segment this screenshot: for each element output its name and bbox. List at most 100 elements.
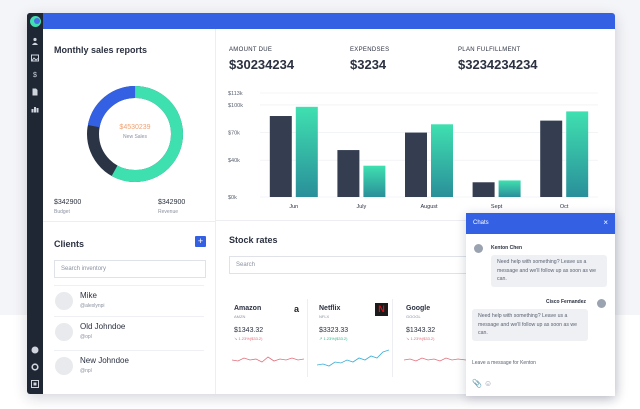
stock-card-google[interactable]: Google GOOGL $1343.32 ↘ 1.23%($33.2) (400, 299, 470, 377)
chart-icon[interactable] (30, 105, 40, 115)
emoji-icon[interactable]: ☺ (484, 379, 493, 388)
stock-ticker: NFLX (319, 314, 330, 319)
client-row[interactable]: Mike @alexlynpi (54, 285, 204, 315)
y-tick-label: $0k (228, 195, 237, 201)
add-client-button[interactable]: + (195, 236, 206, 247)
avatar (597, 299, 606, 308)
bar-july-series-2[interactable] (363, 165, 386, 197)
kpi-label: EXPENDSES (350, 47, 390, 53)
dollar-icon[interactable]: $ (33, 72, 37, 79)
x-tick-label: Jun (289, 204, 298, 210)
chat-header: Chats × (466, 213, 615, 234)
chat-title: Chats (473, 220, 489, 226)
x-tick-label: Oct (560, 204, 569, 210)
x-tick-label: July (357, 204, 367, 210)
avatar (474, 244, 483, 253)
bar-oct-series-1[interactable] (540, 120, 563, 197)
kpi-value: $30234234 (229, 57, 295, 72)
stock-name: Google (406, 305, 431, 312)
client-name: New Johndoe (80, 356, 129, 365)
kpi-value: $3234 (350, 57, 387, 72)
stock-rates-title: Stock rates (229, 235, 278, 245)
bar-august-series-1[interactable] (405, 132, 427, 197)
kpi-label: PLAN FULFILLMENT (458, 47, 521, 53)
budget-label: Budget (54, 209, 70, 215)
client-row[interactable]: New Johndoe @npl (54, 350, 204, 380)
stock-name: Amazon (234, 305, 262, 312)
y-tick-label: $40k (228, 158, 240, 164)
bar-sept-series-2[interactable] (498, 180, 521, 197)
x-tick-label: Sept (491, 204, 503, 210)
chat-message: Need help with something? Leave us a mes… (491, 255, 607, 287)
donut-center-label: New Sales (123, 134, 147, 140)
stock-sparkline (317, 349, 389, 367)
stock-name: Netflix (319, 305, 341, 312)
stock-change: ↘ 1.23%($33.2) (234, 336, 263, 341)
budget-value: $342900 (54, 199, 82, 206)
gear-icon[interactable] (30, 363, 40, 373)
sales-bar-chart: $0k $40k $70k $100k $113k Jun July August Sept Oc… (228, 91, 598, 210)
stock-change: ↘ 1.23%($33.2) (406, 336, 435, 341)
avatar (55, 323, 73, 341)
stock-price: $3323.33 (319, 327, 349, 334)
stock-sparkline (232, 356, 304, 363)
x-tick-label: August (420, 204, 438, 210)
donut-center-value: $4530239 (119, 124, 151, 131)
left-panel (43, 29, 216, 394)
document-icon[interactable] (30, 88, 40, 98)
chat-message-input[interactable]: Leave a message for Kenton (472, 360, 536, 366)
stock-ticker: AMZN (234, 314, 246, 319)
bar-jun-series-2[interactable] (295, 106, 318, 197)
y-tick-label: $113k (228, 91, 243, 97)
client-name: Old Johndoe (80, 322, 126, 331)
section-divider (216, 220, 615, 221)
kpi-label: AMOUNT DUE (229, 47, 273, 53)
chat-sender-name: Cisco Fernandez (546, 299, 587, 305)
bar-sept-series-1[interactable] (472, 182, 495, 197)
kpi-value: $3234234234 (458, 57, 538, 72)
image-icon[interactable] (30, 54, 40, 64)
user-icon[interactable] (30, 37, 40, 47)
y-tick-label: $100k (228, 103, 243, 109)
netflix-logo-icon: N (375, 303, 388, 316)
stock-sparkline (404, 357, 466, 362)
bar-july-series-1[interactable] (337, 150, 360, 197)
chat-message: Need help with something? Leave us a mes… (472, 309, 588, 341)
revenue-value: $342900 (158, 199, 186, 206)
stock-search-input[interactable]: Search (229, 256, 479, 274)
bar-oct-series-2[interactable] (566, 111, 589, 197)
stock-change-value: 1.23%($33.2) (238, 336, 263, 341)
client-row[interactable]: Old Johndoe @opl (54, 316, 204, 346)
stock-card-netflix[interactable]: Netflix N NFLX $3323.33 ↗ 1.23%($33.2) (313, 299, 393, 377)
chat-widget: Chats × Kenton Chen Need help with somet… (466, 213, 615, 396)
sales-donut-chart (87, 86, 183, 182)
stock-ticker: GOOGL (406, 314, 421, 319)
client-handle: @opl (80, 334, 92, 340)
stock-change-value: 1.23%($33.2) (323, 336, 348, 341)
amazon-logo-icon: a (294, 304, 300, 314)
attachment-icon[interactable]: 📎 (472, 379, 482, 388)
chat-sender-name: Kenton Chen (491, 245, 523, 251)
bar-august-series-2[interactable] (431, 124, 453, 197)
client-handle: @npl (80, 368, 92, 374)
donut-segment-blue (87, 86, 183, 182)
stock-card-amazon[interactable]: Amazon a AMZN $1343.32 ↘ 1.23%($33.2) (228, 299, 308, 377)
app-logo[interactable] (30, 16, 41, 27)
stock-change: ↗ 1.23%($33.2) (319, 336, 348, 341)
bar-jun-series-1[interactable] (269, 116, 292, 197)
top-bar (27, 13, 615, 29)
help-icon[interactable] (30, 346, 40, 356)
sidebar-rail: $ (27, 13, 43, 394)
close-icon[interactable]: × (603, 218, 608, 227)
clients-search-input[interactable]: Search inventory (54, 260, 206, 278)
section-divider (43, 221, 216, 222)
stock-price: $1343.32 (234, 327, 264, 334)
y-tick-label: $70k (228, 131, 240, 137)
stock-price: $1343.32 (406, 327, 436, 334)
logout-icon[interactable] (30, 380, 40, 390)
client-name: Mike (80, 291, 97, 300)
clients-title: Clients (54, 239, 85, 249)
avatar (55, 292, 73, 310)
avatar (55, 357, 73, 375)
revenue-label: Revenue (158, 209, 179, 215)
